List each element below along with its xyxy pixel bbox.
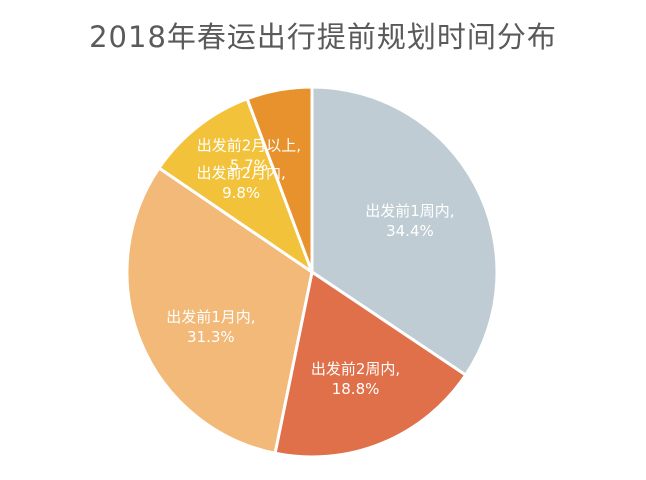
chart-title: 2018年春运出行提前规划时间分布 bbox=[89, 20, 557, 54]
slice-label: 出发前1周内, bbox=[365, 202, 454, 220]
slice-label: 出发前1月内, bbox=[166, 308, 255, 326]
slice-value-label: 5.7% bbox=[230, 157, 268, 175]
slice-value-label: 9.8% bbox=[222, 184, 260, 202]
slice-label: 出发前2周内, bbox=[311, 360, 400, 378]
pie-slice bbox=[245, 85, 314, 273]
pie-slice bbox=[125, 165, 314, 456]
pie-slice bbox=[310, 85, 499, 378]
pie-slice bbox=[156, 96, 316, 276]
slice-label: 出发前2月内, bbox=[196, 164, 285, 182]
slice-value-label: 31.3% bbox=[187, 328, 235, 346]
slice-value-label: 18.8% bbox=[332, 380, 380, 398]
pie-slice bbox=[273, 269, 468, 459]
slice-value-label: 34.4% bbox=[386, 222, 434, 240]
slice-label: 出发前2月以上, bbox=[197, 137, 301, 155]
